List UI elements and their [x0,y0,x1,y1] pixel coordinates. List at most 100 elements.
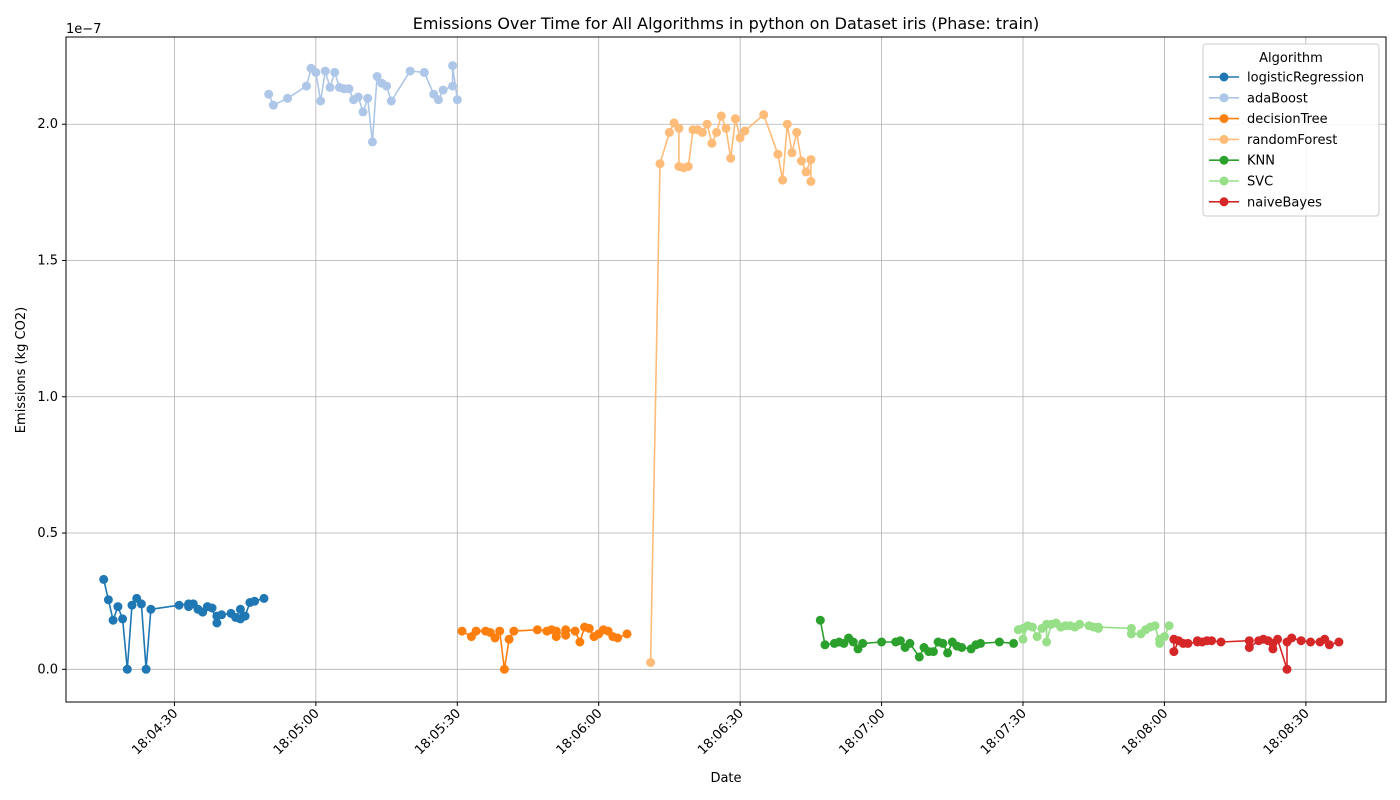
data-point-knn [914,652,924,662]
data-point-svc [1075,619,1085,629]
legend-marker [1219,197,1229,207]
data-point-naivebayes [1183,638,1193,648]
data-point-knn [943,648,953,658]
data-point-adaboost [448,61,458,71]
data-point-decisiontree [551,626,561,636]
data-point-knn [895,636,905,646]
data-point-randomforest [683,162,693,171]
legend-marker [1219,93,1229,103]
data-point-adaboost [283,93,293,103]
plot-frame [65,36,1387,703]
data-point-randomforest [782,119,792,129]
data-point-randomforest [787,148,797,158]
legend-label: KNN [1247,154,1275,169]
data-point-randomforest [707,138,717,148]
data-point-decisiontree [570,626,580,636]
legend-marker [1219,155,1229,165]
chart-title: Emissions Over Time for All Algorithms i… [413,14,1040,33]
data-point-randomforest [674,123,684,133]
legend-marker [1219,176,1229,186]
data-point-randomforest [702,119,712,129]
data-point-logisticregression [259,593,269,603]
data-point-decisiontree [504,634,514,644]
data-point-adaboost [448,81,458,91]
data-point-adaboost [452,95,462,105]
data-point-naivebayes [1207,636,1217,646]
legend-marker [1219,72,1229,82]
data-point-logisticregression [146,604,156,614]
data-point-randomforest [773,149,783,159]
data-point-decisiontree [490,633,500,643]
y-tick-label: 2.0 [37,117,58,132]
data-point-knn [994,637,1004,647]
data-point-svc [1150,621,1160,631]
data-point-logisticregression [113,602,123,612]
series-knn [815,615,1019,662]
data-point-adaboost [438,85,448,95]
legend: Algorithm logisticRegression adaBoost deci… [1202,43,1380,217]
data-point-adaboost [367,137,377,147]
data-point-adaboost [325,82,335,92]
data-point-decisiontree [622,629,632,639]
data-point-decisiontree [584,623,594,633]
data-point-adaboost [311,67,321,77]
legend-label: naiveBayes [1247,195,1322,210]
data-point-svc [1126,629,1136,639]
series-adaboost [264,61,462,147]
data-point-randomforest [778,175,788,185]
data-point-adaboost [386,96,396,106]
data-point-svc [1164,621,1174,631]
legend-item-randomforest: randomForest [1209,133,1337,148]
data-point-randomforest [646,658,656,667]
legend-item-svc: SVC [1209,175,1273,190]
data-point-logisticregression [217,610,227,620]
data-point-randomforest [759,110,769,120]
data-point-randomforest [735,133,745,143]
legend-label: logisticRegression [1247,71,1364,86]
data-point-randomforest [716,111,726,121]
data-point-adaboost [330,67,340,77]
data-point-knn [815,615,825,625]
data-point-adaboost [344,84,354,94]
series-logisticregression [99,574,269,674]
data-point-randomforest [806,155,816,165]
data-point-adaboost [358,107,368,117]
data-point-adaboost [353,92,363,102]
x-axis-label: Date [710,771,741,786]
data-point-adaboost [320,66,330,76]
series-naivebayes [1169,633,1344,674]
data-point-logisticregression [103,595,113,605]
data-point-svc [1159,632,1169,642]
data-point-adaboost [316,96,326,106]
data-point-naivebayes [1282,664,1292,674]
data-point-logisticregression [174,600,184,610]
y-axis-label: Emissions (kg CO2) [14,307,29,433]
data-point-logisticregression [136,599,146,609]
data-point-svc [1093,622,1103,632]
data-point-knn [928,647,938,657]
data-point-decisiontree [532,625,542,635]
data-point-adaboost [419,67,429,77]
legend-label: randomForest [1247,133,1337,148]
data-point-knn [877,637,887,647]
data-point-svc [1042,637,1052,647]
data-point-naivebayes [1334,637,1344,647]
data-point-logisticregression [207,603,217,613]
legend-item-logisticregression: logisticRegression [1209,71,1364,86]
data-point-adaboost [372,72,382,81]
legend-box [1202,43,1380,217]
series-randomforest [646,110,816,667]
y-tick-label: 0.0 [37,662,58,677]
data-point-randomforest [730,114,740,124]
data-point-logisticregression [250,596,260,606]
data-point-randomforest [740,126,750,136]
data-point-decisiontree [561,625,571,635]
y-tick-label: 0.5 [37,526,58,541]
legend-entries: logisticRegression adaBoost decisionTree ra… [1209,71,1364,210]
legend-item-naivebayes: naiveBayes [1209,195,1322,210]
data-point-decisiontree [457,626,467,636]
data-point-randomforest [664,127,674,137]
data-point-knn [820,640,830,650]
